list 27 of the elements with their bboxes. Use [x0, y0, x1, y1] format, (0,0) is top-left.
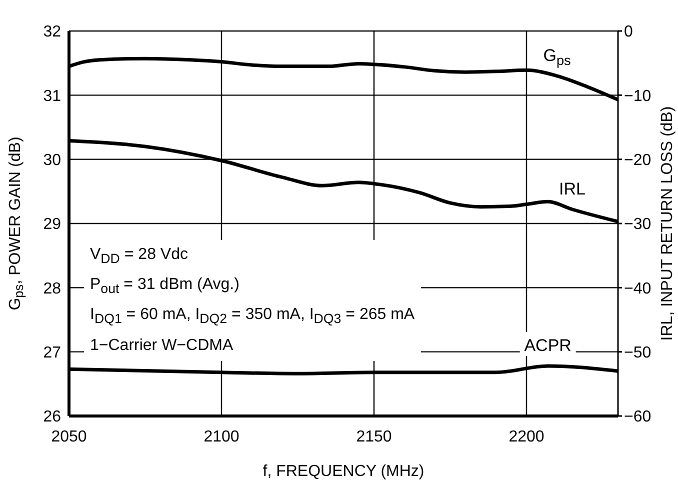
y2-tick-label: −10 — [624, 88, 652, 105]
x-tick-label: 2050 — [51, 428, 87, 446]
series-label: ACPR — [524, 336, 572, 355]
y2-tick-label: −50 — [624, 344, 652, 362]
y-tick-label: 28 — [43, 280, 62, 298]
y-tick-label: 32 — [43, 24, 62, 41]
annotation: 1−Carrier W−CDMA — [90, 336, 234, 356]
annotation: V$_{DD}$ = 28 Vdc — [90, 245, 189, 268]
annotation: P$_{out}$ = 31 dBm (Avg.) — [90, 275, 240, 298]
x-tick-label: 2150 — [356, 428, 392, 446]
series-label: IRL — [559, 179, 586, 198]
x-tick-label: 2100 — [204, 428, 240, 446]
y2-tick-label: −30 — [624, 216, 652, 234]
series-label: G$_{ps}$ — [543, 46, 571, 68]
y-tick-label: 29 — [43, 216, 62, 234]
x-tick-label: 2200 — [508, 428, 544, 446]
y-tick-label: 27 — [43, 344, 62, 362]
y2-tick-label: −40 — [624, 280, 652, 298]
annotation: I$_{DQ1}$ = 60 mA, I$_{DQ2}$ = 350 mA, I$_{DQ3}$ = 265 mA — [90, 305, 415, 329]
y-tick-label: 31 — [43, 88, 62, 105]
y2-tick-label: −60 — [624, 408, 652, 426]
y-tick-label: 30 — [43, 152, 62, 170]
y2-tick-label: −20 — [624, 152, 652, 170]
y-tick-label: 26 — [43, 408, 62, 426]
x-axis-title: f, FREQUENCY (MHz) — [262, 463, 424, 480]
y2-tick-label: 0 — [624, 24, 633, 41]
y2-axis-title: IRL, INPUT RETURN LOSS (dB) — [659, 106, 676, 341]
